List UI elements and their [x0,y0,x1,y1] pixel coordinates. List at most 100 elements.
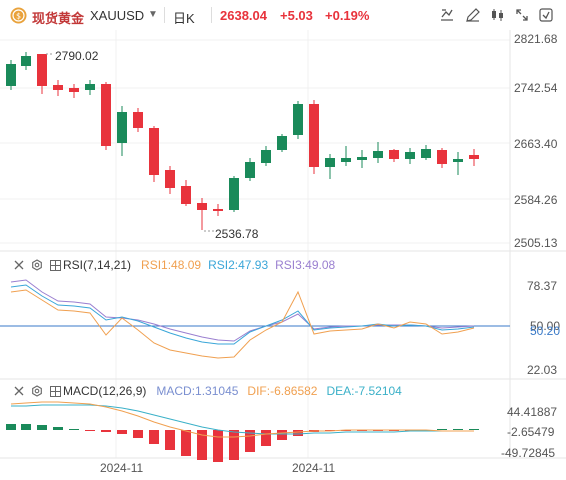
collapse-icon[interactable] [13,259,25,271]
macd-histogram-bar [293,430,303,436]
indicator-switch-icon[interactable] [49,259,61,271]
macd-histogram-bar [85,430,95,431]
candle-body [181,186,191,204]
candle-body [165,170,175,188]
macd-histogram-bar [437,429,447,430]
macd-histogram-bar [469,429,479,430]
divider [211,7,212,23]
macd-histogram-bar [37,425,47,430]
price-axis-label: 2821.68 [514,32,558,46]
dea-value: DEA:-7.52104 [326,384,402,398]
candle-body [117,112,127,143]
macd-title[interactable]: MACD(12,26,9) [63,384,147,398]
macd-histogram-bar [245,430,255,452]
fullscreen-icon[interactable] [512,5,532,25]
macd-histogram-bar [117,430,127,434]
divider [164,7,165,23]
price-axis-label: 2584.26 [514,193,558,207]
rsi3-line [10,279,475,342]
candle-body [21,56,31,66]
period-selector[interactable]: 日K [173,11,195,26]
dif-line [10,401,474,438]
indicator-icon[interactable] [437,5,457,25]
macd-histogram-bar [133,430,143,438]
candle-body [85,84,95,90]
candle-body [245,162,255,178]
x-axis-label: 2024-11 [100,461,144,475]
indicator-switch-icon[interactable] [49,385,61,397]
high-price-marker: 2790.02 [55,49,99,63]
macd-histogram-bar [261,430,271,446]
macd-axis-label: -49.72845 [501,446,556,460]
candle-body [261,150,271,163]
candle-body [373,151,383,158]
macd-axis-label: 44.41887 [507,405,558,419]
candle-body [325,158,335,167]
rsi-axis-label: 22.03 [527,363,558,377]
instrument-symbol[interactable]: XAUUSD [90,8,145,23]
dea-line [11,404,474,435]
macd-histogram-bar [53,427,63,430]
toolbar: $ 现货黄金 XAUUSD ▼ 日K 2638.04 +5.03 +0.19% [0,0,566,30]
candle-type-icon[interactable] [487,5,507,25]
candle-body [389,150,399,159]
rsi-axis-label: 50.00 [530,319,561,333]
chevron-down-icon[interactable]: ▼ [148,9,158,20]
low-price-marker: 2536.78 [215,227,259,241]
dif-value: DIF:-6.86582 [247,384,318,398]
settings-icon[interactable] [536,5,556,25]
candle-body [405,152,415,159]
candle-body [6,64,16,86]
macd-histogram-bar [69,429,79,430]
settings-gear-icon[interactable] [31,385,43,397]
drawing-icon[interactable] [463,5,483,25]
last-price: 2638.04 [220,8,267,23]
candle-body [293,104,303,135]
macd-histogram-bar [277,430,287,440]
price-change-percent: +0.19% [325,8,370,23]
macd-histogram-bar [149,430,159,444]
candle-body [357,157,367,160]
rsi3-value: RSI3:49.08 [275,258,336,272]
candle-body [277,136,287,150]
candle-body [453,159,463,162]
candle-body [37,54,47,86]
price-axis-label: 2742.54 [514,81,558,95]
macd-header: MACD(12,26,9) MACD:1.31045 DIF:-6.86582 … [13,384,402,398]
macd-histogram-bar [165,430,175,450]
rsi-axis-label: 50.20 [530,324,561,338]
price-axis-label: 2505.13 [514,236,558,250]
macd-histogram-bar [213,430,223,462]
rsi-axis-label: 78.37 [527,279,558,293]
macd-histogram-bar [21,424,31,430]
rsi-header: RSI(7,14,21) RSI1:48.09 RSI2:47.93 RSI3:… [13,258,335,272]
macd-histogram-bar [101,430,111,432]
macd-histogram-bar [229,430,239,460]
macd-histogram-bar [6,424,16,430]
instrument-name[interactable]: 现货黄金 [32,11,85,26]
candle-body [469,155,479,159]
rsi2-line [10,284,475,345]
macd-value: MACD:1.31045 [156,384,239,398]
gold-logo-icon: $ [10,7,27,24]
candle-body [133,112,143,128]
candle-body [437,150,447,164]
settings-gear-icon[interactable] [31,259,43,271]
candle-body [53,85,63,90]
collapse-icon[interactable] [13,385,25,397]
rsi-title[interactable]: RSI(7,14,21) [63,258,132,272]
macd-histogram-bar [197,430,207,460]
rsi1-line [10,289,475,359]
candle-body [341,158,351,162]
candle-body [421,149,431,158]
rsi1-value: RSI1:48.09 [141,258,202,272]
macd-histogram-bar [453,429,463,430]
price-change: +5.03 [280,8,313,23]
candle-body [229,178,239,210]
svg-text:$: $ [16,12,21,21]
macd-axis-label: -2.65479 [507,425,555,439]
x-axis-label: 2024-11 [292,461,336,475]
macd-histogram-bar [181,430,191,456]
candle-body [197,203,207,210]
